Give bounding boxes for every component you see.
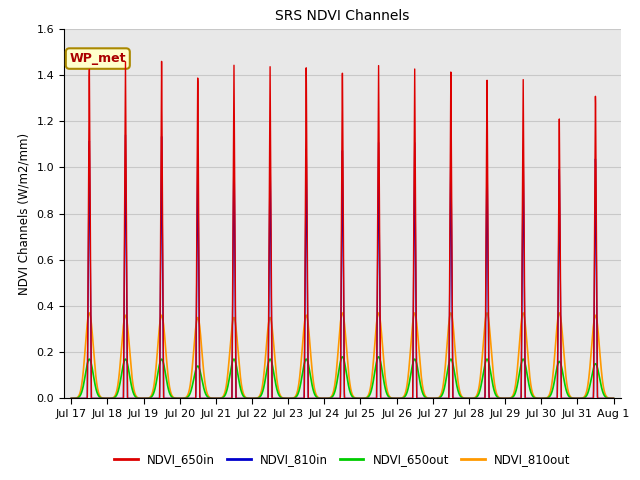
- NDVI_650in: [610, 396, 618, 401]
- NDVI_810in: [412, 291, 420, 297]
- NDVI_650in: [179, 396, 186, 401]
- NDVI_650out: [67, 396, 75, 401]
- NDVI_810out: [527, 382, 534, 388]
- NDVI_650out: [604, 395, 611, 401]
- NDVI_650in: [604, 396, 611, 401]
- NDVI_810out: [67, 396, 75, 401]
- NDVI_810out: [412, 314, 420, 320]
- NDVI_810in: [610, 396, 618, 401]
- NDVI_810in: [67, 396, 75, 401]
- NDVI_810out: [460, 395, 468, 401]
- NDVI_810in: [179, 396, 186, 401]
- Y-axis label: NDVI Channels (W/m2/mm): NDVI Channels (W/m2/mm): [18, 132, 31, 295]
- NDVI_810in: [604, 396, 611, 401]
- Line: NDVI_810out: NDVI_810out: [71, 313, 614, 398]
- NDVI_810out: [495, 394, 502, 400]
- NDVI_810in: [527, 396, 534, 401]
- NDVI_650out: [179, 396, 186, 401]
- NDVI_650in: [527, 396, 534, 401]
- NDVI_810out: [604, 395, 611, 400]
- Legend: NDVI_650in, NDVI_810in, NDVI_650out, NDVI_810out: NDVI_650in, NDVI_810in, NDVI_650out, NDV…: [109, 449, 575, 471]
- Title: SRS NDVI Channels: SRS NDVI Channels: [275, 10, 410, 24]
- Text: WP_met: WP_met: [70, 52, 126, 65]
- NDVI_650in: [495, 396, 502, 401]
- NDVI_810out: [411, 310, 419, 316]
- NDVI_810in: [460, 396, 468, 401]
- NDVI_650out: [527, 389, 534, 395]
- NDVI_810in: [495, 396, 502, 401]
- NDVI_810out: [610, 396, 618, 401]
- NDVI_650out: [610, 396, 618, 401]
- NDVI_650in: [412, 262, 420, 267]
- Line: NDVI_810in: NDVI_810in: [71, 135, 614, 398]
- Line: NDVI_650out: NDVI_650out: [71, 357, 614, 398]
- NDVI_650in: [67, 396, 75, 401]
- Line: NDVI_650in: NDVI_650in: [71, 61, 614, 398]
- NDVI_650out: [375, 354, 383, 360]
- NDVI_650in: [460, 396, 468, 401]
- NDVI_810in: [122, 132, 129, 138]
- NDVI_650out: [495, 395, 502, 401]
- NDVI_650out: [412, 358, 420, 364]
- NDVI_650in: [157, 59, 165, 64]
- NDVI_810out: [179, 396, 186, 401]
- NDVI_650out: [460, 396, 468, 401]
